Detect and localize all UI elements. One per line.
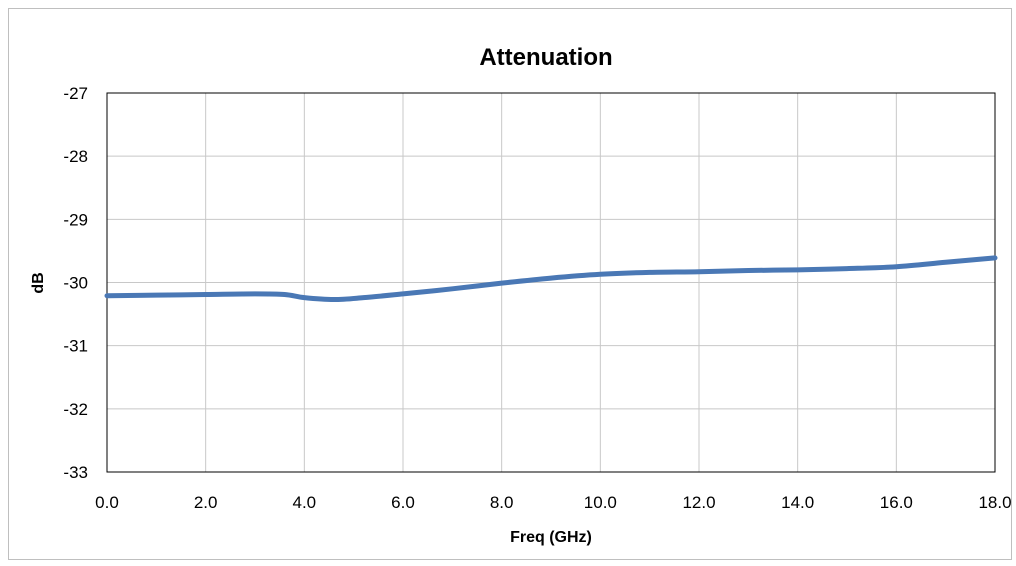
y-tick-label: -29 xyxy=(63,210,88,229)
y-tick-label: -33 xyxy=(63,463,88,482)
x-tick-label: 12.0 xyxy=(682,493,715,512)
x-axis: 0.0 2.0 4.0 6.0 8.0 10.0 12.0 14.0 16.0 18.0 xyxy=(95,493,1011,512)
x-tick-label: 10.0 xyxy=(584,493,617,512)
x-axis-label: Freq (GHz) xyxy=(510,529,592,546)
y-tick-label: -30 xyxy=(63,274,88,293)
y-tick-label: -27 xyxy=(63,84,88,103)
y-tick-label: -31 xyxy=(63,337,88,356)
x-tick-label: 6.0 xyxy=(391,493,415,512)
x-tick-label: 4.0 xyxy=(293,493,317,512)
y-tick-label: -28 xyxy=(63,147,88,166)
x-tick-label: 16.0 xyxy=(880,493,913,512)
y-tick-label: -32 xyxy=(63,400,88,419)
series-line-0 xyxy=(104,255,998,303)
grid xyxy=(106,92,996,473)
x-tick-label: 2.0 xyxy=(194,493,218,512)
chart-title: Attenuation xyxy=(479,44,612,71)
x-tick-label: 18.0 xyxy=(978,493,1011,512)
x-tick-label: 14.0 xyxy=(781,493,814,512)
plot-area xyxy=(106,92,996,473)
y-axis: -27 -28 -29 -30 -31 -32 -33 xyxy=(63,84,88,482)
x-tick-label: 0.0 xyxy=(95,493,119,512)
y-axis-label: dB xyxy=(30,272,47,293)
series-group xyxy=(104,255,998,303)
x-tick-label: 8.0 xyxy=(490,493,514,512)
